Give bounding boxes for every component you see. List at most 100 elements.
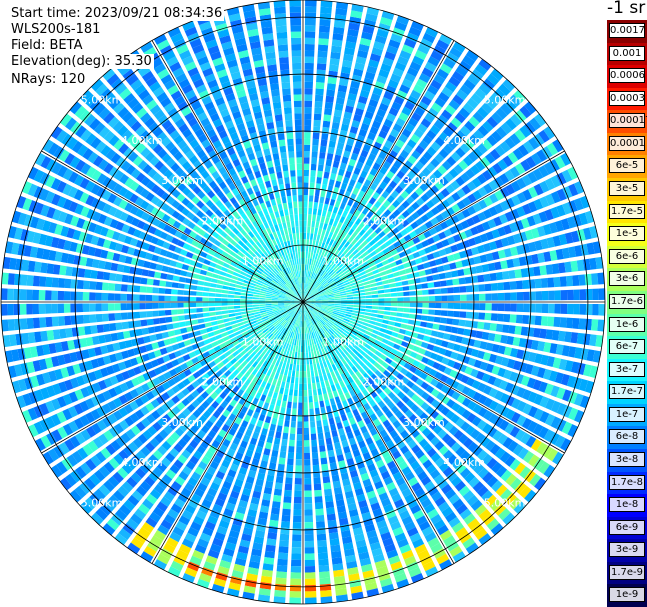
ray-gate (445, 218, 454, 227)
ray-gate (410, 504, 422, 515)
ray-gate (456, 200, 466, 210)
ray-gate (567, 166, 579, 180)
ray-gate (181, 333, 190, 341)
ray-gate (224, 453, 233, 463)
ray-gate (289, 382, 294, 390)
ray-gate (127, 441, 139, 453)
ray-gate (337, 367, 344, 375)
ray-gate (435, 354, 444, 363)
ray-gate (291, 318, 296, 325)
ray-gate (392, 377, 401, 386)
ray-gate (432, 169, 443, 179)
ray-gate (388, 39, 401, 49)
ray-gate (307, 383, 312, 390)
ray-gate (372, 191, 380, 200)
ray-gate (316, 69, 326, 77)
ray-gate (538, 426, 549, 439)
ray-gate (344, 47, 355, 56)
ray-gate (491, 365, 501, 376)
ray-gate (59, 328, 67, 339)
ray-gate (327, 278, 334, 284)
ray-gate (385, 155, 395, 165)
ray-gate (152, 318, 160, 325)
ray-gate (419, 555, 433, 566)
ray-gate (305, 326, 308, 334)
ray-gate (497, 345, 506, 355)
ray-gate (373, 41, 385, 51)
ray-gate (315, 299, 322, 301)
ray-gate (84, 497, 97, 510)
ray-gate (54, 251, 63, 262)
ray-gate (325, 437, 333, 445)
ray-gate (552, 357, 562, 369)
ray-gate (370, 333, 378, 339)
ray-gate (238, 499, 248, 509)
ray-gate (413, 509, 425, 520)
ray-gate (122, 265, 131, 274)
ray-gate (390, 307, 398, 312)
ray-gate (257, 279, 264, 284)
ray-gate (293, 332, 297, 339)
ray-gate (336, 174, 343, 183)
ray-gate (349, 389, 356, 397)
ray-gate (268, 462, 277, 470)
ray-gate (246, 296, 253, 300)
ray-gate (194, 234, 203, 242)
ray-gate (196, 302, 203, 307)
ray-gate (164, 309, 172, 316)
ray-gate (566, 289, 574, 301)
ray-gate (156, 188, 166, 198)
ray-gate (381, 449, 391, 459)
ray-gate (559, 317, 567, 328)
ray-gate (46, 206, 56, 219)
ray-gate (157, 524, 170, 536)
ray-gate (362, 250, 369, 258)
ray-gate (389, 316, 397, 321)
ray-gate (497, 292, 505, 301)
ray-gate (192, 225, 201, 233)
ray-gate (261, 284, 269, 289)
ray-gate (502, 270, 510, 280)
ray-gate (368, 196, 377, 205)
ray-gate (386, 231, 395, 239)
ray-gate (368, 496, 379, 505)
ray-gate (262, 388, 269, 396)
ray-gate (194, 466, 205, 476)
ray-gate (374, 226, 382, 235)
ray-gate (316, 533, 327, 541)
ray-gate (499, 187, 510, 198)
ray-gate (310, 345, 314, 352)
ray-gate (365, 235, 373, 243)
ray-gate (230, 336, 238, 343)
ray-gate (348, 158, 357, 167)
ray-gate (441, 395, 451, 405)
ray-gate (326, 345, 331, 353)
ray-gate (541, 303, 549, 314)
ray-gate (434, 180, 444, 191)
ray-gate (139, 286, 147, 293)
ray-gate (22, 393, 33, 407)
ray-gate (249, 317, 256, 322)
ray-gate (163, 425, 174, 435)
ray-gate (420, 321, 428, 328)
ray-gate (539, 265, 547, 276)
ray-gate (138, 503, 150, 515)
ray-gate (177, 309, 185, 315)
ray-gate (219, 255, 227, 262)
ray-gate (354, 533, 365, 542)
ray-gate (350, 358, 358, 366)
ray-gate (191, 215, 200, 224)
ray-gate (312, 389, 318, 396)
ray-gate (156, 239, 165, 247)
ray-gate (411, 444, 421, 454)
ray-gate (70, 377, 80, 389)
ray-gate (191, 319, 199, 325)
ray-gate (317, 170, 323, 178)
ray-gate (439, 374, 449, 383)
ray-gate (105, 365, 115, 376)
ray-gate (507, 440, 519, 453)
ray-gate (269, 384, 276, 392)
ray-gate (171, 237, 180, 245)
ray-gate (307, 294, 314, 299)
ray-gate (121, 321, 129, 330)
